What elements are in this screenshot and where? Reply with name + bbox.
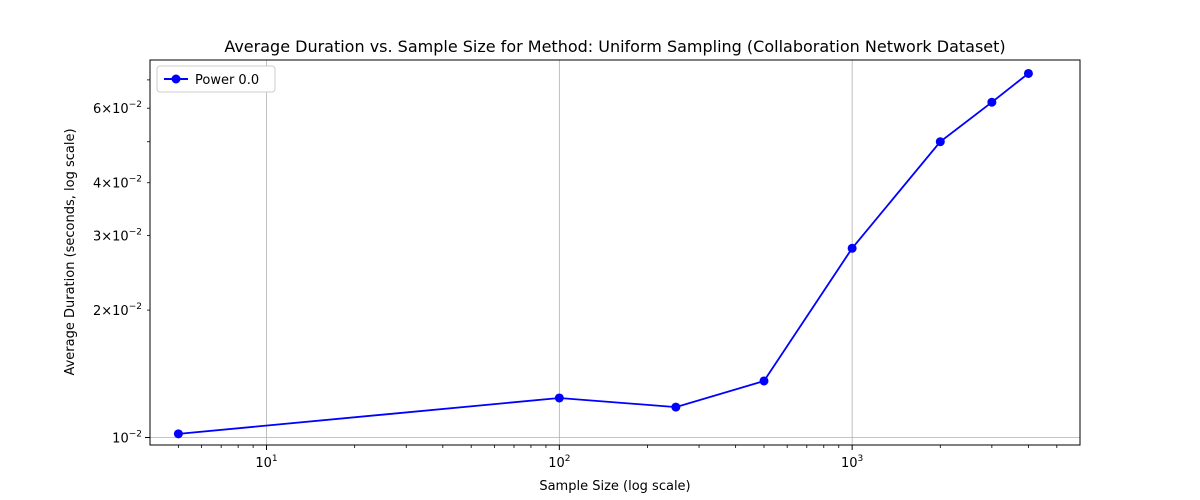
data-point [1023, 68, 1033, 78]
y-axis-ticks: 10−2 2×10−2 3×10−2 4×10−2 6×10−2 [93, 100, 150, 446]
series-line [178, 72, 1029, 435]
legend-entry-label: Power 0.0 [195, 73, 259, 88]
data-point [173, 429, 183, 439]
data-point [935, 137, 945, 147]
grid [150, 60, 1080, 445]
x-axis-label: Sample Size (log scale) [539, 479, 690, 494]
x-tick-label: 101 [255, 454, 277, 471]
legend-box [156, 65, 276, 93]
data-point [671, 402, 681, 412]
legend-marker-swatch [171, 74, 181, 84]
y-tick-label: 3×10−2 [93, 228, 142, 245]
x-axis-ticks: 101 102 103 [255, 445, 863, 471]
y-tick-label: 4×10−2 [93, 175, 142, 192]
y-tick-label: 6×10−2 [93, 100, 142, 117]
x-tick-label: 102 [548, 454, 570, 471]
data-point [847, 243, 857, 253]
chart-title: Average Duration vs. Sample Size for Met… [224, 37, 1005, 56]
y-axis-label: Average Duration (seconds, log scale) [63, 128, 78, 375]
plot-area-frame [149, 59, 1081, 446]
series-layer [173, 68, 1033, 439]
data-point [554, 393, 564, 403]
y-tick-label: 2×10−2 [93, 302, 142, 319]
data-point [759, 376, 769, 386]
legend: Power 0.0 [156, 65, 276, 93]
y-tick-label: 10−2 [112, 429, 142, 446]
x-tick-label: 103 [841, 454, 863, 471]
minor-ticks [147, 79, 1058, 448]
data-point [987, 97, 997, 107]
